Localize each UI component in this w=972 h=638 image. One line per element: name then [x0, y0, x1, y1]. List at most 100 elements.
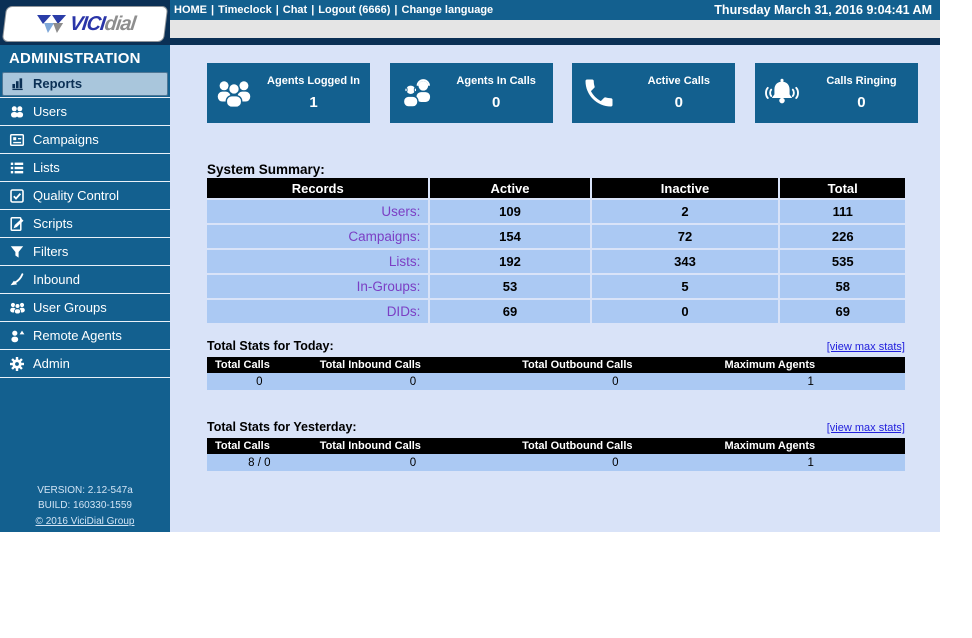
- column-header: Total: [780, 178, 905, 198]
- system-summary-title: System Summary:: [207, 162, 325, 177]
- card-value: 0: [857, 94, 866, 111]
- users-icon: [8, 104, 26, 120]
- card-agents-logged-in: Agents Logged In 1: [207, 63, 370, 123]
- cell-inactive: 2: [591, 200, 779, 223]
- cell-total: 226: [780, 225, 905, 248]
- sidebar-item-admin[interactable]: Admin: [0, 350, 170, 378]
- bell-ringing-icon: [755, 75, 809, 111]
- build-text: BUILD: 160330-1559: [38, 500, 132, 511]
- cell-total: 69: [780, 300, 905, 323]
- cell-max-agents: 1: [716, 454, 905, 471]
- sidebar-item-reports[interactable]: Reports: [0, 70, 170, 98]
- cell-max-agents: 1: [716, 373, 905, 390]
- cell-active: 69: [430, 300, 590, 323]
- nav-change-language-link[interactable]: Change language: [401, 4, 494, 16]
- sidebar-item-filters[interactable]: Filters: [0, 238, 170, 266]
- sidebar-item-users[interactable]: Users: [0, 98, 170, 126]
- sidebar-item-label: Scripts: [33, 216, 73, 231]
- card-value: 0: [491, 94, 501, 111]
- summary-header-row: Records Active Inactive Total: [207, 178, 905, 198]
- cell-active: 192: [430, 250, 590, 273]
- cell-total-calls: 8 / 0: [207, 454, 312, 471]
- card-label: Agents In Calls: [456, 75, 536, 87]
- record-link-dids[interactable]: DIDs:: [207, 300, 429, 323]
- sidebar: VICI dial ADMINISTRATION Reports Users C…: [0, 0, 170, 532]
- logo-area: VICI dial: [0, 0, 170, 45]
- sidebar-item-label: Users: [33, 104, 67, 119]
- gear-icon: [8, 356, 26, 372]
- record-link-users[interactable]: Users:: [207, 200, 429, 223]
- record-link-lists[interactable]: Lists:: [207, 250, 429, 273]
- column-header: Total Calls: [207, 357, 312, 373]
- datetime-display: Thursday March 31, 2016 9:04:41 AM: [714, 3, 932, 17]
- sidebar-item-quality-control[interactable]: Quality Control: [0, 182, 170, 210]
- cell-total-calls: 0: [207, 373, 312, 390]
- cell-inactive: 72: [591, 225, 779, 248]
- table-row: Lists: 192 343 535: [207, 250, 905, 273]
- card-active-calls: Active Calls 0: [572, 63, 736, 123]
- card-label: Agents Logged In: [267, 75, 360, 87]
- stats-today-section: Total Stats for Today: [view max stats] …: [207, 339, 905, 390]
- cell-inactive: 0: [591, 300, 779, 323]
- agents-headset-icon: [390, 75, 444, 111]
- filter-funnel-icon: [8, 244, 26, 260]
- card-value: 1: [309, 94, 318, 111]
- record-link-campaigns[interactable]: Campaigns:: [207, 225, 429, 248]
- nav-logout-link[interactable]: Logout (6666): [318, 4, 391, 16]
- column-header: Total Inbound Calls: [311, 357, 515, 373]
- nav-chat-link[interactable]: Chat: [282, 4, 308, 16]
- nav-home-link[interactable]: HOME: [174, 4, 207, 16]
- table-row: 0 0 0 1: [207, 373, 905, 390]
- nav-separator: |: [311, 4, 315, 16]
- sidebar-item-label: Inbound: [33, 272, 80, 287]
- sidebar-item-user-groups[interactable]: User Groups: [0, 294, 170, 322]
- logo-text-vici: VICI: [68, 13, 107, 35]
- cell-inbound-calls: 0: [311, 454, 515, 471]
- sidebar-item-label: Campaigns: [33, 132, 99, 147]
- view-max-stats-link[interactable]: [view max stats]: [826, 422, 905, 434]
- stats-yesterday-title: Total Stats for Yesterday:: [207, 420, 357, 434]
- sidebar-footer: VERSION: 2.12-547a BUILD: 160330-1559 © …: [0, 483, 170, 530]
- vicidial-logo[interactable]: VICI dial: [1, 6, 169, 42]
- copyright-link[interactable]: © 2016 ViciDial Group: [35, 515, 135, 527]
- cell-outbound-calls: 0: [514, 373, 717, 390]
- sidebar-item-label: Remote Agents: [33, 328, 122, 343]
- sidebar-item-label: Lists: [33, 160, 60, 175]
- sidebar-item-campaigns[interactable]: Campaigns: [0, 126, 170, 154]
- sidebar-item-remote-agents[interactable]: Remote Agents: [0, 322, 170, 350]
- gray-divider-strip: [170, 20, 940, 38]
- sidebar-title: ADMINISTRATION: [9, 50, 141, 67]
- user-groups-icon: [8, 300, 26, 316]
- nav-timeclock-link[interactable]: Timeclock: [218, 4, 272, 16]
- cell-outbound-calls: 0: [514, 454, 717, 471]
- cell-active: 53: [430, 275, 590, 298]
- column-header: Total Calls: [207, 438, 312, 454]
- bar-chart-icon: [9, 76, 27, 91]
- phone-icon: [572, 75, 626, 111]
- view-max-stats-link[interactable]: [view max stats]: [826, 341, 905, 353]
- dashboard-cards: Agents Logged In 1 Agent: [207, 63, 918, 123]
- column-header: Inactive: [591, 178, 779, 198]
- table-row: Campaigns: 154 72 226: [207, 225, 905, 248]
- column-header: Active: [430, 178, 590, 198]
- cell-inbound-calls: 0: [311, 373, 515, 390]
- sidebar-item-inbound[interactable]: Inbound: [0, 266, 170, 294]
- column-header: Total Inbound Calls: [311, 438, 515, 454]
- sidebar-item-scripts[interactable]: Scripts: [0, 210, 170, 238]
- column-header: Maximum Agents: [716, 438, 905, 454]
- record-link-ingroups[interactable]: In-Groups:: [207, 275, 429, 298]
- card-value: 0: [674, 94, 683, 111]
- campaign-list-icon: [8, 132, 26, 148]
- sidebar-item-label: Quality Control: [33, 188, 119, 203]
- sidebar-item-label: Reports: [33, 76, 83, 91]
- cell-total: 58: [780, 275, 905, 298]
- stats-today-table: Total Calls Total Inbound Calls Total Ou…: [207, 357, 905, 390]
- stats-yesterday-table: Total Calls Total Inbound Calls Total Ou…: [207, 438, 905, 471]
- card-agents-in-calls: Agents In Calls 0: [389, 63, 553, 123]
- table-row: 8 / 0 0 0 1: [207, 454, 905, 471]
- navy-divider-strip: [170, 38, 940, 45]
- sidebar-item-lists[interactable]: Lists: [0, 154, 170, 182]
- sidebar-item-reports-highlight[interactable]: Reports: [2, 71, 168, 96]
- logo-text-dial: dial: [103, 13, 137, 35]
